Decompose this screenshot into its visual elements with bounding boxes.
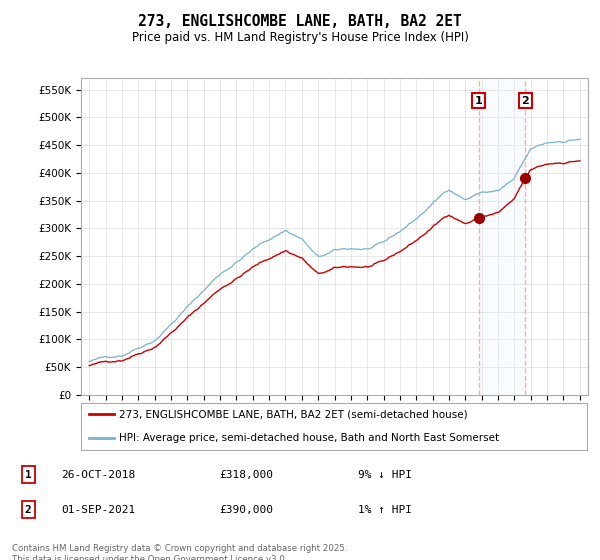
Text: 1: 1 <box>475 96 482 106</box>
Text: 1% ↑ HPI: 1% ↑ HPI <box>358 505 412 515</box>
Text: 01-SEP-2021: 01-SEP-2021 <box>61 505 135 515</box>
Text: 2: 2 <box>25 505 31 515</box>
Text: 2: 2 <box>521 96 529 106</box>
Text: 273, ENGLISHCOMBE LANE, BATH, BA2 2ET (semi-detached house): 273, ENGLISHCOMBE LANE, BATH, BA2 2ET (s… <box>119 409 467 419</box>
Text: Contains HM Land Registry data © Crown copyright and database right 2025.
This d: Contains HM Land Registry data © Crown c… <box>12 544 347 560</box>
Text: 273, ENGLISHCOMBE LANE, BATH, BA2 2ET: 273, ENGLISHCOMBE LANE, BATH, BA2 2ET <box>138 14 462 29</box>
Text: £390,000: £390,000 <box>220 505 274 515</box>
FancyBboxPatch shape <box>81 403 587 450</box>
Text: 26-OCT-2018: 26-OCT-2018 <box>61 470 135 479</box>
Text: Price paid vs. HM Land Registry's House Price Index (HPI): Price paid vs. HM Land Registry's House … <box>131 31 469 44</box>
Text: £318,000: £318,000 <box>220 470 274 479</box>
Text: 9% ↓ HPI: 9% ↓ HPI <box>358 470 412 479</box>
Text: HPI: Average price, semi-detached house, Bath and North East Somerset: HPI: Average price, semi-detached house,… <box>119 433 499 443</box>
Bar <box>479 78 526 395</box>
Text: 1: 1 <box>25 470 31 479</box>
